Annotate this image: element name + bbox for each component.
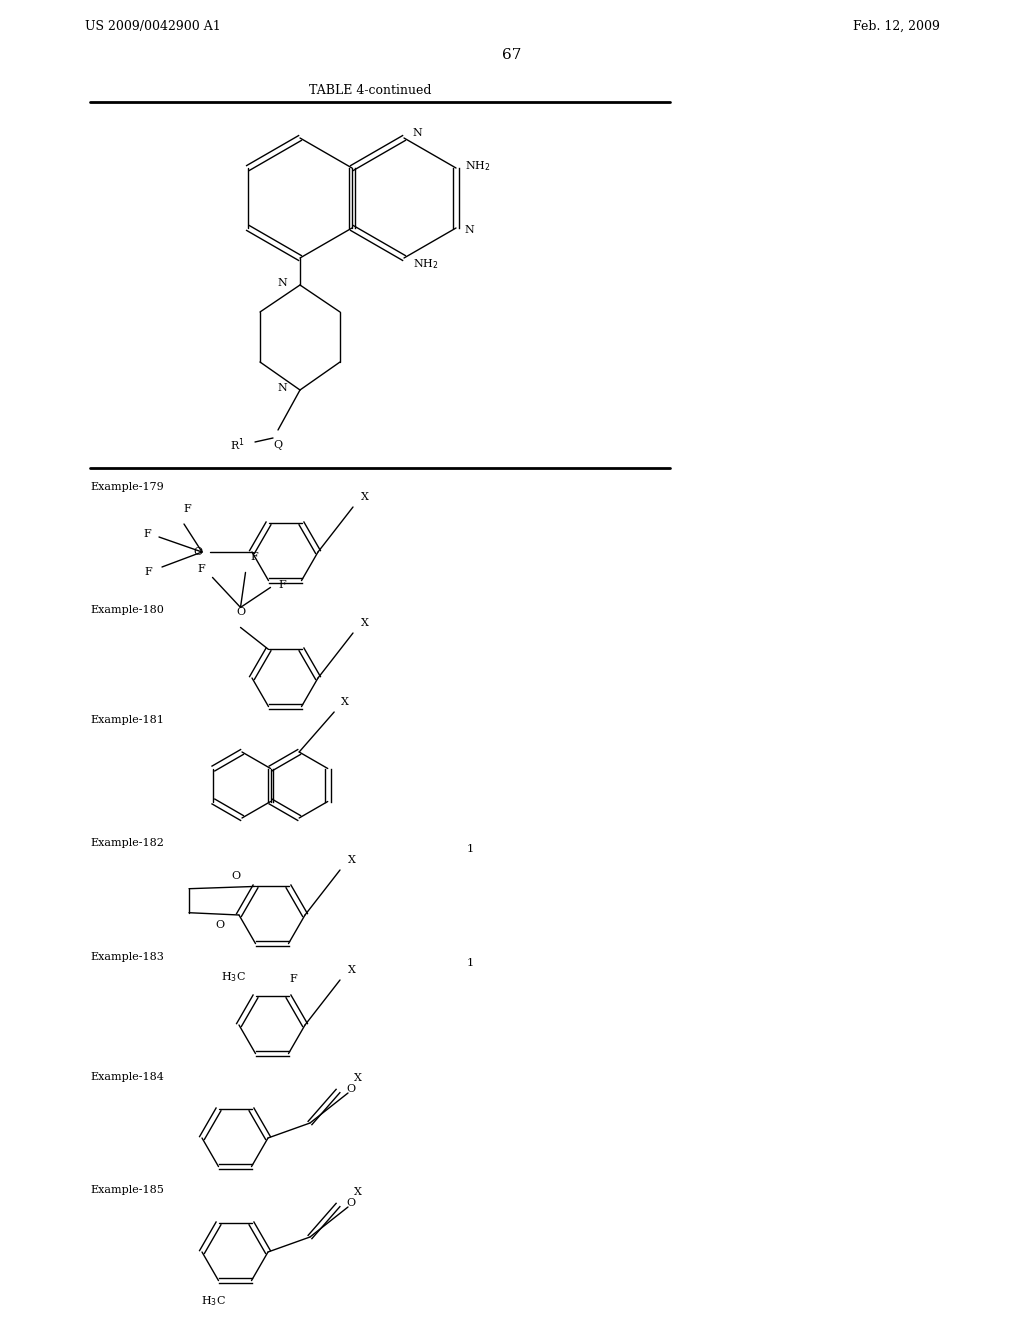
Text: X: X: [354, 1187, 361, 1197]
Text: 1: 1: [467, 958, 473, 968]
Text: F: F: [144, 568, 152, 577]
Text: NH$_2$: NH$_2$: [413, 257, 438, 271]
Text: X: X: [348, 855, 356, 865]
Text: X: X: [341, 697, 349, 708]
Text: X: X: [361, 492, 369, 502]
Text: NH$_2$: NH$_2$: [465, 160, 490, 173]
Text: F: F: [143, 529, 151, 539]
Text: Feb. 12, 2009: Feb. 12, 2009: [853, 20, 940, 33]
Text: TABLE 4-continued: TABLE 4-continued: [309, 83, 431, 96]
Text: Q: Q: [273, 440, 283, 450]
Text: 1: 1: [467, 843, 473, 854]
Text: F: F: [279, 581, 287, 590]
Text: Example-181: Example-181: [90, 715, 164, 725]
Text: O: O: [231, 871, 241, 882]
Text: Example-183: Example-183: [90, 952, 164, 962]
Text: O: O: [346, 1199, 355, 1208]
Text: H$_3$C: H$_3$C: [201, 1295, 226, 1308]
Text: N: N: [278, 383, 287, 393]
Text: N: N: [412, 128, 422, 139]
Text: Example-184: Example-184: [90, 1072, 164, 1082]
Text: F: F: [251, 553, 258, 562]
Text: Example-180: Example-180: [90, 605, 164, 615]
Text: Example-179: Example-179: [90, 482, 164, 492]
Text: Example-182: Example-182: [90, 838, 164, 847]
Text: O: O: [346, 1084, 355, 1094]
Text: X: X: [354, 1073, 361, 1082]
Text: N: N: [464, 224, 474, 235]
Text: Example-185: Example-185: [90, 1185, 164, 1195]
Text: H$_3$C: H$_3$C: [220, 970, 246, 985]
Text: F: F: [183, 504, 190, 513]
Text: O: O: [236, 607, 245, 618]
Text: X: X: [361, 618, 369, 628]
Text: N: N: [278, 279, 287, 288]
Text: F: F: [290, 974, 297, 985]
Text: X: X: [348, 965, 356, 975]
Text: R$^1$: R$^1$: [230, 437, 245, 453]
Text: O: O: [215, 920, 224, 931]
Text: F: F: [198, 565, 206, 574]
Text: US 2009/0042900 A1: US 2009/0042900 A1: [85, 20, 221, 33]
Text: 67: 67: [503, 48, 521, 62]
Text: O: O: [193, 546, 202, 557]
